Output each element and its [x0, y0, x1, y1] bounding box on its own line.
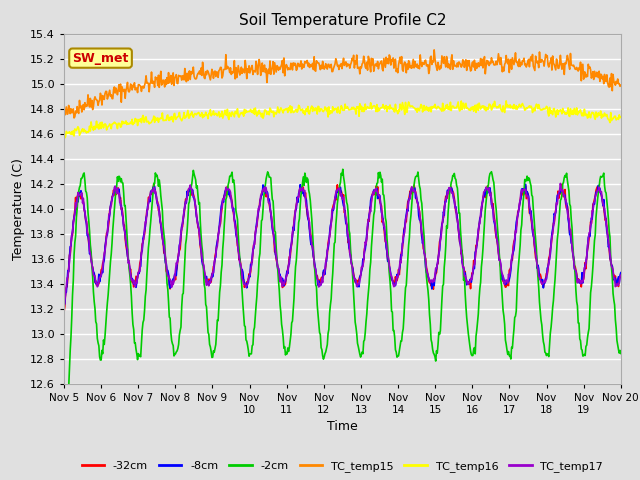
- Y-axis label: Temperature (C): Temperature (C): [12, 158, 24, 260]
- Title: Soil Temperature Profile C2: Soil Temperature Profile C2: [239, 13, 446, 28]
- Legend: -32cm, -8cm, -2cm, TC_temp15, TC_temp16, TC_temp17: -32cm, -8cm, -2cm, TC_temp15, TC_temp16,…: [77, 457, 607, 477]
- X-axis label: Time: Time: [327, 420, 358, 433]
- Text: SW_met: SW_met: [72, 52, 129, 65]
